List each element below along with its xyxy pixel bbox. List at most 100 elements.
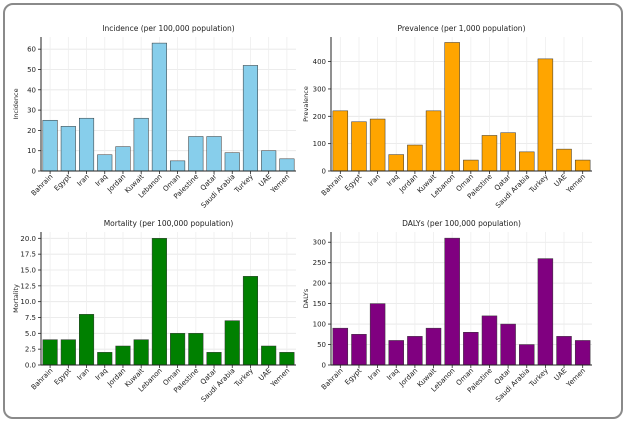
y-tick-label: 10.0 bbox=[20, 298, 36, 306]
bar-qatar bbox=[206, 352, 222, 366]
y-tick-label: 100 bbox=[313, 321, 326, 329]
bar-iran bbox=[369, 303, 386, 366]
x-tick-label: Egypt bbox=[343, 367, 363, 387]
x-tick-label: UAE bbox=[257, 173, 273, 189]
bar-kuwait bbox=[425, 110, 442, 172]
x-tick-label: Bahrain bbox=[320, 173, 345, 198]
chart-title: DALYs (per 100,000 population) bbox=[402, 219, 521, 228]
bar-turkey bbox=[242, 65, 259, 172]
y-tick-label: 50 bbox=[317, 341, 326, 349]
y-tick-label: 10 bbox=[27, 147, 36, 155]
bar-kuwait bbox=[133, 339, 149, 366]
y-tick-label: 15.0 bbox=[20, 267, 36, 275]
y-axis-label: Mortality bbox=[12, 284, 20, 313]
bar-saudi-arabia bbox=[519, 344, 535, 366]
y-tick-label: 20.0 bbox=[20, 235, 36, 243]
y-tick-label: 100 bbox=[313, 140, 326, 148]
y-tick-label: 200 bbox=[313, 280, 326, 288]
bar-bahrain bbox=[332, 327, 349, 366]
bar-iran bbox=[79, 314, 95, 366]
y-tick-label: 400 bbox=[313, 58, 326, 66]
bar-jordan bbox=[407, 336, 423, 366]
bar-kuwait bbox=[133, 117, 149, 172]
bar-uae bbox=[556, 336, 572, 366]
bar-iraq bbox=[97, 154, 113, 172]
bar-qatar bbox=[500, 323, 516, 366]
y-tick-label: 5.0 bbox=[25, 330, 36, 338]
bar-iraq bbox=[97, 352, 113, 366]
bar-bahrain bbox=[332, 110, 349, 172]
bar-yemen bbox=[279, 158, 295, 172]
x-tick-label: Iraq bbox=[94, 367, 109, 382]
y-tick-label: 60 bbox=[27, 46, 36, 54]
bar-saudi-arabia bbox=[224, 152, 240, 172]
bar-lebanon bbox=[151, 42, 167, 172]
y-tick-label: 17.5 bbox=[20, 251, 36, 259]
y-tick-label: 250 bbox=[313, 259, 326, 267]
x-tick-label: Iraq bbox=[94, 173, 109, 188]
bar-palestine bbox=[481, 135, 498, 172]
y-tick-label: 40 bbox=[27, 86, 36, 94]
x-tick-label: Iran bbox=[367, 173, 382, 188]
x-tick-label: Saudi Arabia bbox=[494, 173, 531, 210]
x-tick-label: Bahrain bbox=[30, 173, 55, 198]
bar-yemen bbox=[279, 352, 295, 366]
y-tick-label: 50 bbox=[27, 66, 36, 74]
y-tick-label: 12.5 bbox=[20, 282, 36, 290]
x-tick-label: Jordan bbox=[397, 367, 419, 389]
x-tick-label: Turkey bbox=[527, 173, 549, 195]
y-tick-label: 20 bbox=[27, 127, 36, 135]
x-tick-label: Yemen bbox=[564, 173, 587, 196]
x-tick-label: Yemen bbox=[269, 173, 292, 196]
chart-panel-3: 0.0 2.5 5.0 7.5 10.0 12.5 15.0 17.5 20.0 BahrainE… bbox=[12, 219, 296, 404]
bar-egypt bbox=[351, 121, 367, 172]
bar-jordan bbox=[115, 345, 131, 366]
y-axis-label: Prevalence bbox=[302, 86, 310, 122]
bar-oman bbox=[170, 333, 186, 366]
bar-palestine bbox=[188, 136, 204, 172]
x-tick-label: UAE bbox=[257, 367, 273, 383]
bar-uae bbox=[261, 150, 277, 172]
bar-qatar bbox=[500, 132, 516, 172]
y-tick-label: 0 bbox=[322, 362, 326, 370]
bar-lebanon bbox=[444, 42, 460, 172]
chart-title: Incidence (per 100,000 population) bbox=[102, 24, 234, 33]
bar-egypt bbox=[60, 339, 76, 366]
bar-jordan bbox=[115, 146, 131, 172]
y-tick-label: 150 bbox=[313, 300, 326, 308]
bar-oman bbox=[463, 332, 479, 366]
bar-turkey bbox=[242, 276, 259, 366]
bar-lebanon bbox=[151, 238, 167, 366]
bar-yemen bbox=[574, 340, 591, 366]
x-tick-label: Turkey bbox=[232, 367, 254, 389]
x-tick-label: Yemen bbox=[269, 367, 292, 390]
x-tick-label: Yemen bbox=[564, 367, 587, 390]
chart-title: Prevalence (per 1,000 population) bbox=[398, 24, 526, 33]
x-tick-label: Saudi Arabia bbox=[494, 367, 531, 404]
x-tick-label: Iran bbox=[367, 367, 382, 382]
bar-palestine bbox=[188, 333, 204, 366]
bar-iraq bbox=[388, 340, 404, 366]
y-axis-label: DALYs bbox=[302, 288, 310, 308]
x-tick-label: UAE bbox=[553, 367, 569, 383]
bar-oman bbox=[463, 159, 479, 172]
bar-egypt bbox=[351, 334, 367, 366]
bar-bahrain bbox=[42, 119, 58, 172]
x-tick-label: Egypt bbox=[343, 173, 363, 193]
x-tick-label: Jordan bbox=[397, 173, 419, 195]
x-tick-label: Jordan bbox=[105, 173, 127, 195]
x-tick-label: Turkey bbox=[232, 173, 254, 195]
x-tick-label: Egypt bbox=[53, 367, 73, 387]
y-tick-label: 0 bbox=[322, 168, 326, 176]
y-tick-label: 200 bbox=[313, 113, 326, 121]
bar-kuwait bbox=[425, 327, 442, 366]
bar-uae bbox=[261, 345, 277, 366]
y-tick-label: 0.0 bbox=[25, 362, 36, 370]
bar-turkey bbox=[537, 258, 554, 366]
y-tick-label: 30 bbox=[27, 107, 36, 115]
x-tick-label: Iran bbox=[76, 173, 91, 188]
x-tick-label: Iraq bbox=[385, 173, 400, 188]
y-tick-label: 0 bbox=[32, 168, 36, 176]
x-tick-label: Iraq bbox=[385, 367, 400, 382]
